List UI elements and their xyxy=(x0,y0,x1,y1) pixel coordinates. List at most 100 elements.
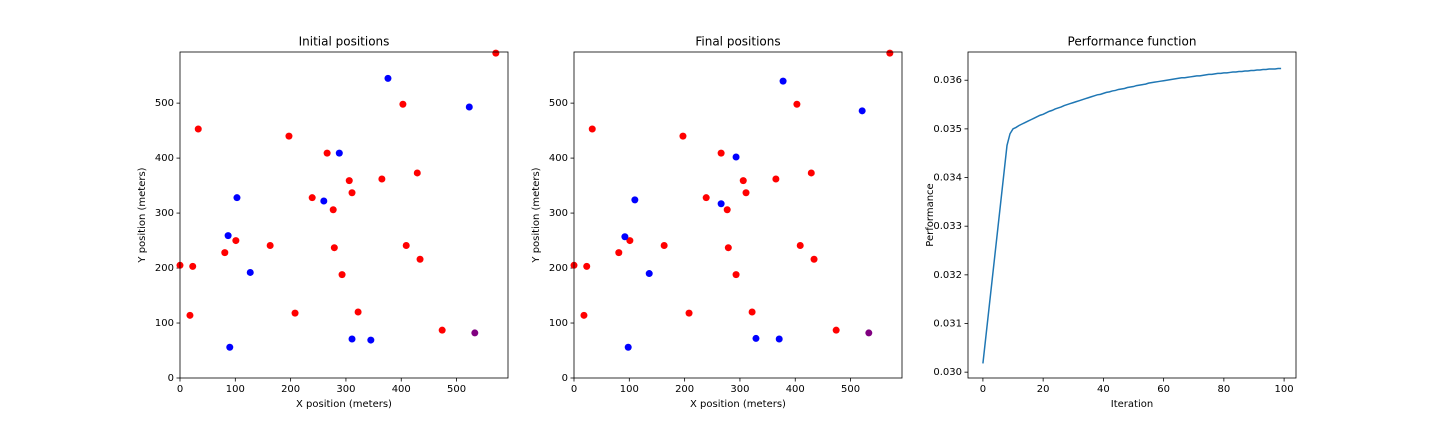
axes-frame xyxy=(179,51,509,379)
y-tick-label: 0.036 xyxy=(933,75,962,86)
x-tick-label: 200 xyxy=(281,384,300,395)
point xyxy=(772,175,780,183)
chart-title: Performance function xyxy=(1068,35,1197,49)
point xyxy=(717,149,725,157)
x-tick-label: 0 xyxy=(980,384,986,395)
point xyxy=(615,249,623,257)
point xyxy=(384,74,392,82)
x-tick-label: 500 xyxy=(447,384,466,395)
y-tick-label: 300 xyxy=(549,208,568,219)
x-tick-label: 400 xyxy=(392,384,411,395)
point xyxy=(233,194,241,202)
point xyxy=(886,49,894,57)
point xyxy=(285,132,293,140)
point xyxy=(492,49,500,57)
point xyxy=(194,125,202,133)
x-tick-label: 400 xyxy=(786,384,805,395)
x-tick-label: 200 xyxy=(675,384,694,395)
point xyxy=(416,255,424,263)
point xyxy=(348,335,356,343)
y-tick-label: 400 xyxy=(155,153,174,164)
point xyxy=(338,271,346,279)
point xyxy=(624,343,632,351)
y-tick-label: 400 xyxy=(549,153,568,164)
y-tick-label: 200 xyxy=(549,263,568,274)
point xyxy=(291,309,299,317)
point xyxy=(232,237,240,245)
x-tick-label: 0 xyxy=(571,384,577,395)
y-tick-label: 0 xyxy=(168,373,174,384)
point xyxy=(626,237,634,245)
y-tick-label: 100 xyxy=(549,318,568,329)
y-tick-label: 200 xyxy=(155,263,174,274)
point xyxy=(399,100,407,108)
point xyxy=(246,268,254,276)
point xyxy=(748,308,756,316)
y-tick-label: 0.035 xyxy=(933,124,962,135)
x-tick-label: 500 xyxy=(841,384,860,395)
point xyxy=(793,100,801,108)
point xyxy=(320,197,328,205)
subplot: Initial positions X position (meters) Y po… xyxy=(137,35,509,410)
x-tick-label: 100 xyxy=(1275,384,1294,395)
x-axis-label: X position (meters) xyxy=(690,399,786,410)
x-tick-label: 20 xyxy=(1037,384,1050,395)
y-tick-label: 500 xyxy=(549,98,568,109)
point xyxy=(732,153,740,161)
axes-frame xyxy=(573,51,903,379)
point xyxy=(186,311,194,319)
point xyxy=(739,177,747,185)
x-tick-label: 80 xyxy=(1217,384,1230,395)
subplot: Final positions X position (meters) Y posi… xyxy=(531,35,903,410)
chart-title: Initial positions xyxy=(299,35,390,49)
x-tick-label: 300 xyxy=(336,384,355,395)
point xyxy=(308,194,316,202)
point xyxy=(588,125,596,133)
point xyxy=(438,326,446,334)
x-tick-label: 300 xyxy=(730,384,749,395)
point xyxy=(724,244,732,252)
point xyxy=(742,189,750,197)
x-tick-label: 0 xyxy=(177,384,183,395)
x-tick-label: 100 xyxy=(620,384,639,395)
point xyxy=(732,271,740,279)
x-axis-label: Iteration xyxy=(1111,399,1153,410)
y-tick-label: 0.032 xyxy=(933,270,962,281)
point xyxy=(865,329,873,337)
y-tick-label: 100 xyxy=(155,318,174,329)
point xyxy=(367,336,375,344)
axes-frame xyxy=(967,51,1297,379)
point xyxy=(413,169,421,177)
point xyxy=(402,242,410,250)
x-tick-label: 60 xyxy=(1157,384,1170,395)
point xyxy=(832,326,840,334)
y-axis-label: Y position (meters) xyxy=(531,167,542,263)
point xyxy=(807,169,815,177)
point xyxy=(354,308,362,316)
point xyxy=(226,343,234,351)
point xyxy=(465,103,473,111)
point xyxy=(702,194,710,202)
point xyxy=(329,206,337,214)
y-tick-label: 0.033 xyxy=(933,221,962,232)
y-axis-label: Performance xyxy=(925,183,936,246)
point xyxy=(348,189,356,197)
point xyxy=(796,242,804,250)
point xyxy=(378,175,386,183)
point xyxy=(660,242,668,250)
point xyxy=(752,334,760,342)
point xyxy=(583,262,591,270)
point xyxy=(323,149,331,157)
point xyxy=(717,200,725,208)
point xyxy=(580,311,588,319)
point xyxy=(779,77,787,85)
point xyxy=(471,329,479,337)
y-tick-label: 0 xyxy=(562,373,568,384)
point xyxy=(858,107,866,115)
point xyxy=(621,233,629,241)
point xyxy=(224,232,232,240)
point xyxy=(645,270,653,278)
y-tick-label: 300 xyxy=(155,208,174,219)
point xyxy=(335,149,343,157)
